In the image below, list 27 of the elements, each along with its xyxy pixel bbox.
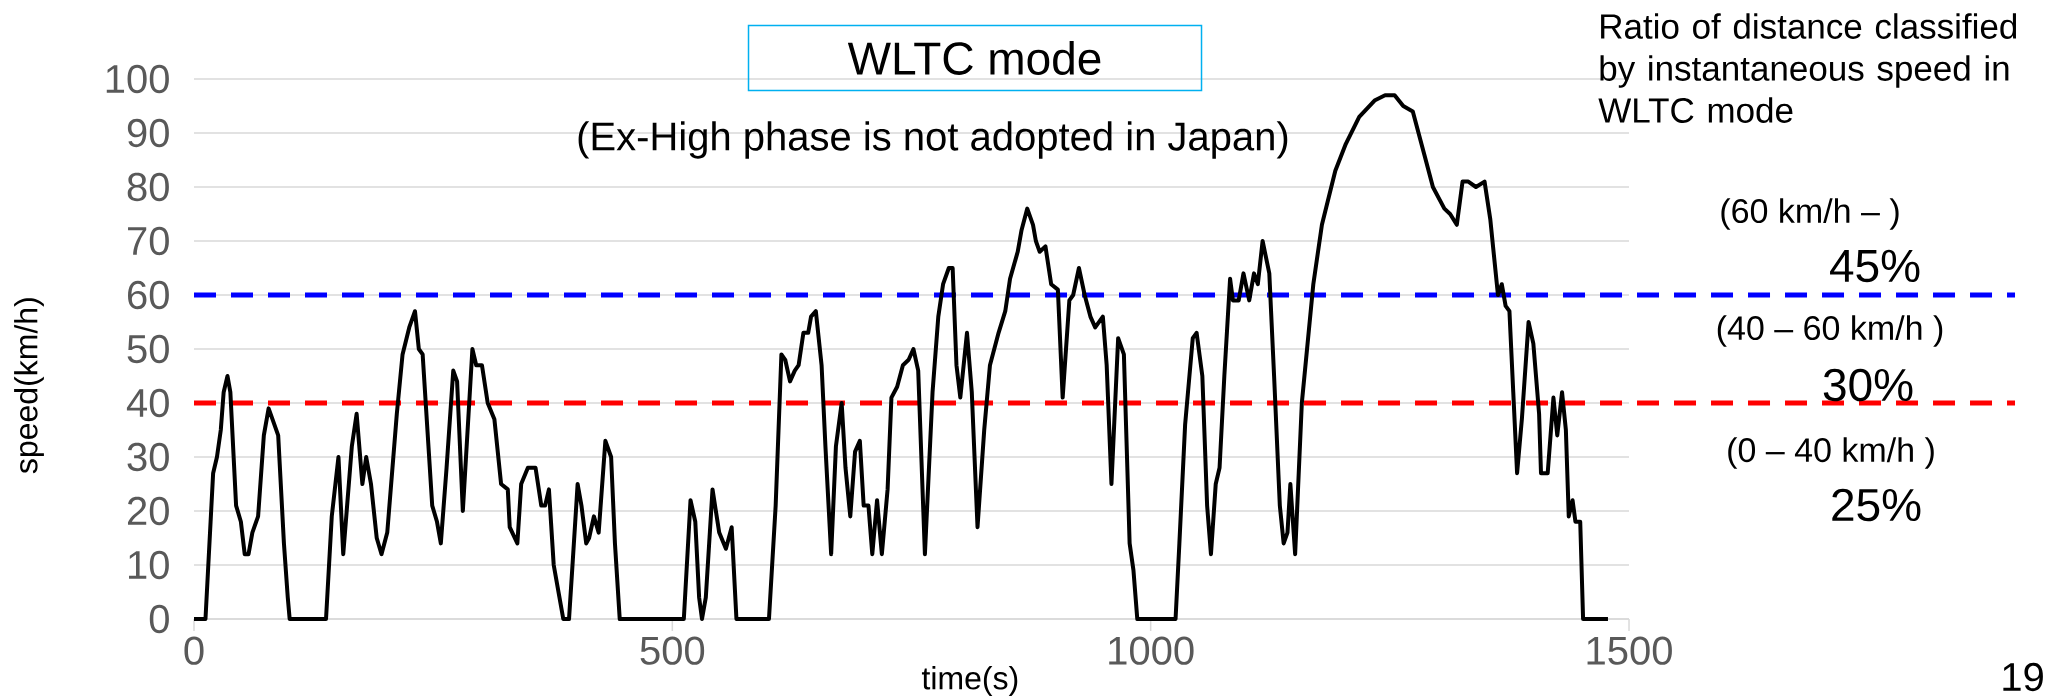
y-tick-label: 60 [128,280,169,310]
x-tick-label: 0 [184,636,204,665]
y-tick-label: 30 [127,442,169,472]
annotation: Ratio of distance classified by instantaneous speed in WLTC mode [1598,13,2017,123]
text: 30% [1823,368,1913,402]
text: 25% [1832,488,1921,522]
text: 45% [1830,249,1920,283]
y-tick-label: 0 [149,604,169,634]
chart-title: WLTC mode [847,41,1101,75]
text: (40 – 60 km/h ) [1717,315,1943,347]
text: (0 – 40 km/h ) [1728,437,1934,469]
text: (60 km/h – ) [1721,198,1899,230]
x-tick-label: 500 [640,636,705,665]
y-tick-label: 100 [106,64,169,94]
y-tick-label: 90 [127,118,169,148]
x-tick-label: 1000 [1109,636,1194,665]
y-tick-label: 10 [129,550,169,580]
y-tick-label: 20 [127,496,169,526]
y-tick-label: 40 [126,388,169,418]
text: (Ex-High phase is not adopted in Japan) [578,121,1288,159]
y-tick-label: 80 [127,172,169,202]
text: 19 [2003,662,2043,692]
y-tick-label: 50 [127,334,169,364]
x-tick-label: 1500 [1587,636,1672,665]
y-axis-title: speed(km/h) [14,298,44,474]
x-axis-title: time(s) [921,666,1018,696]
y-tick-label: 70 [128,226,169,256]
